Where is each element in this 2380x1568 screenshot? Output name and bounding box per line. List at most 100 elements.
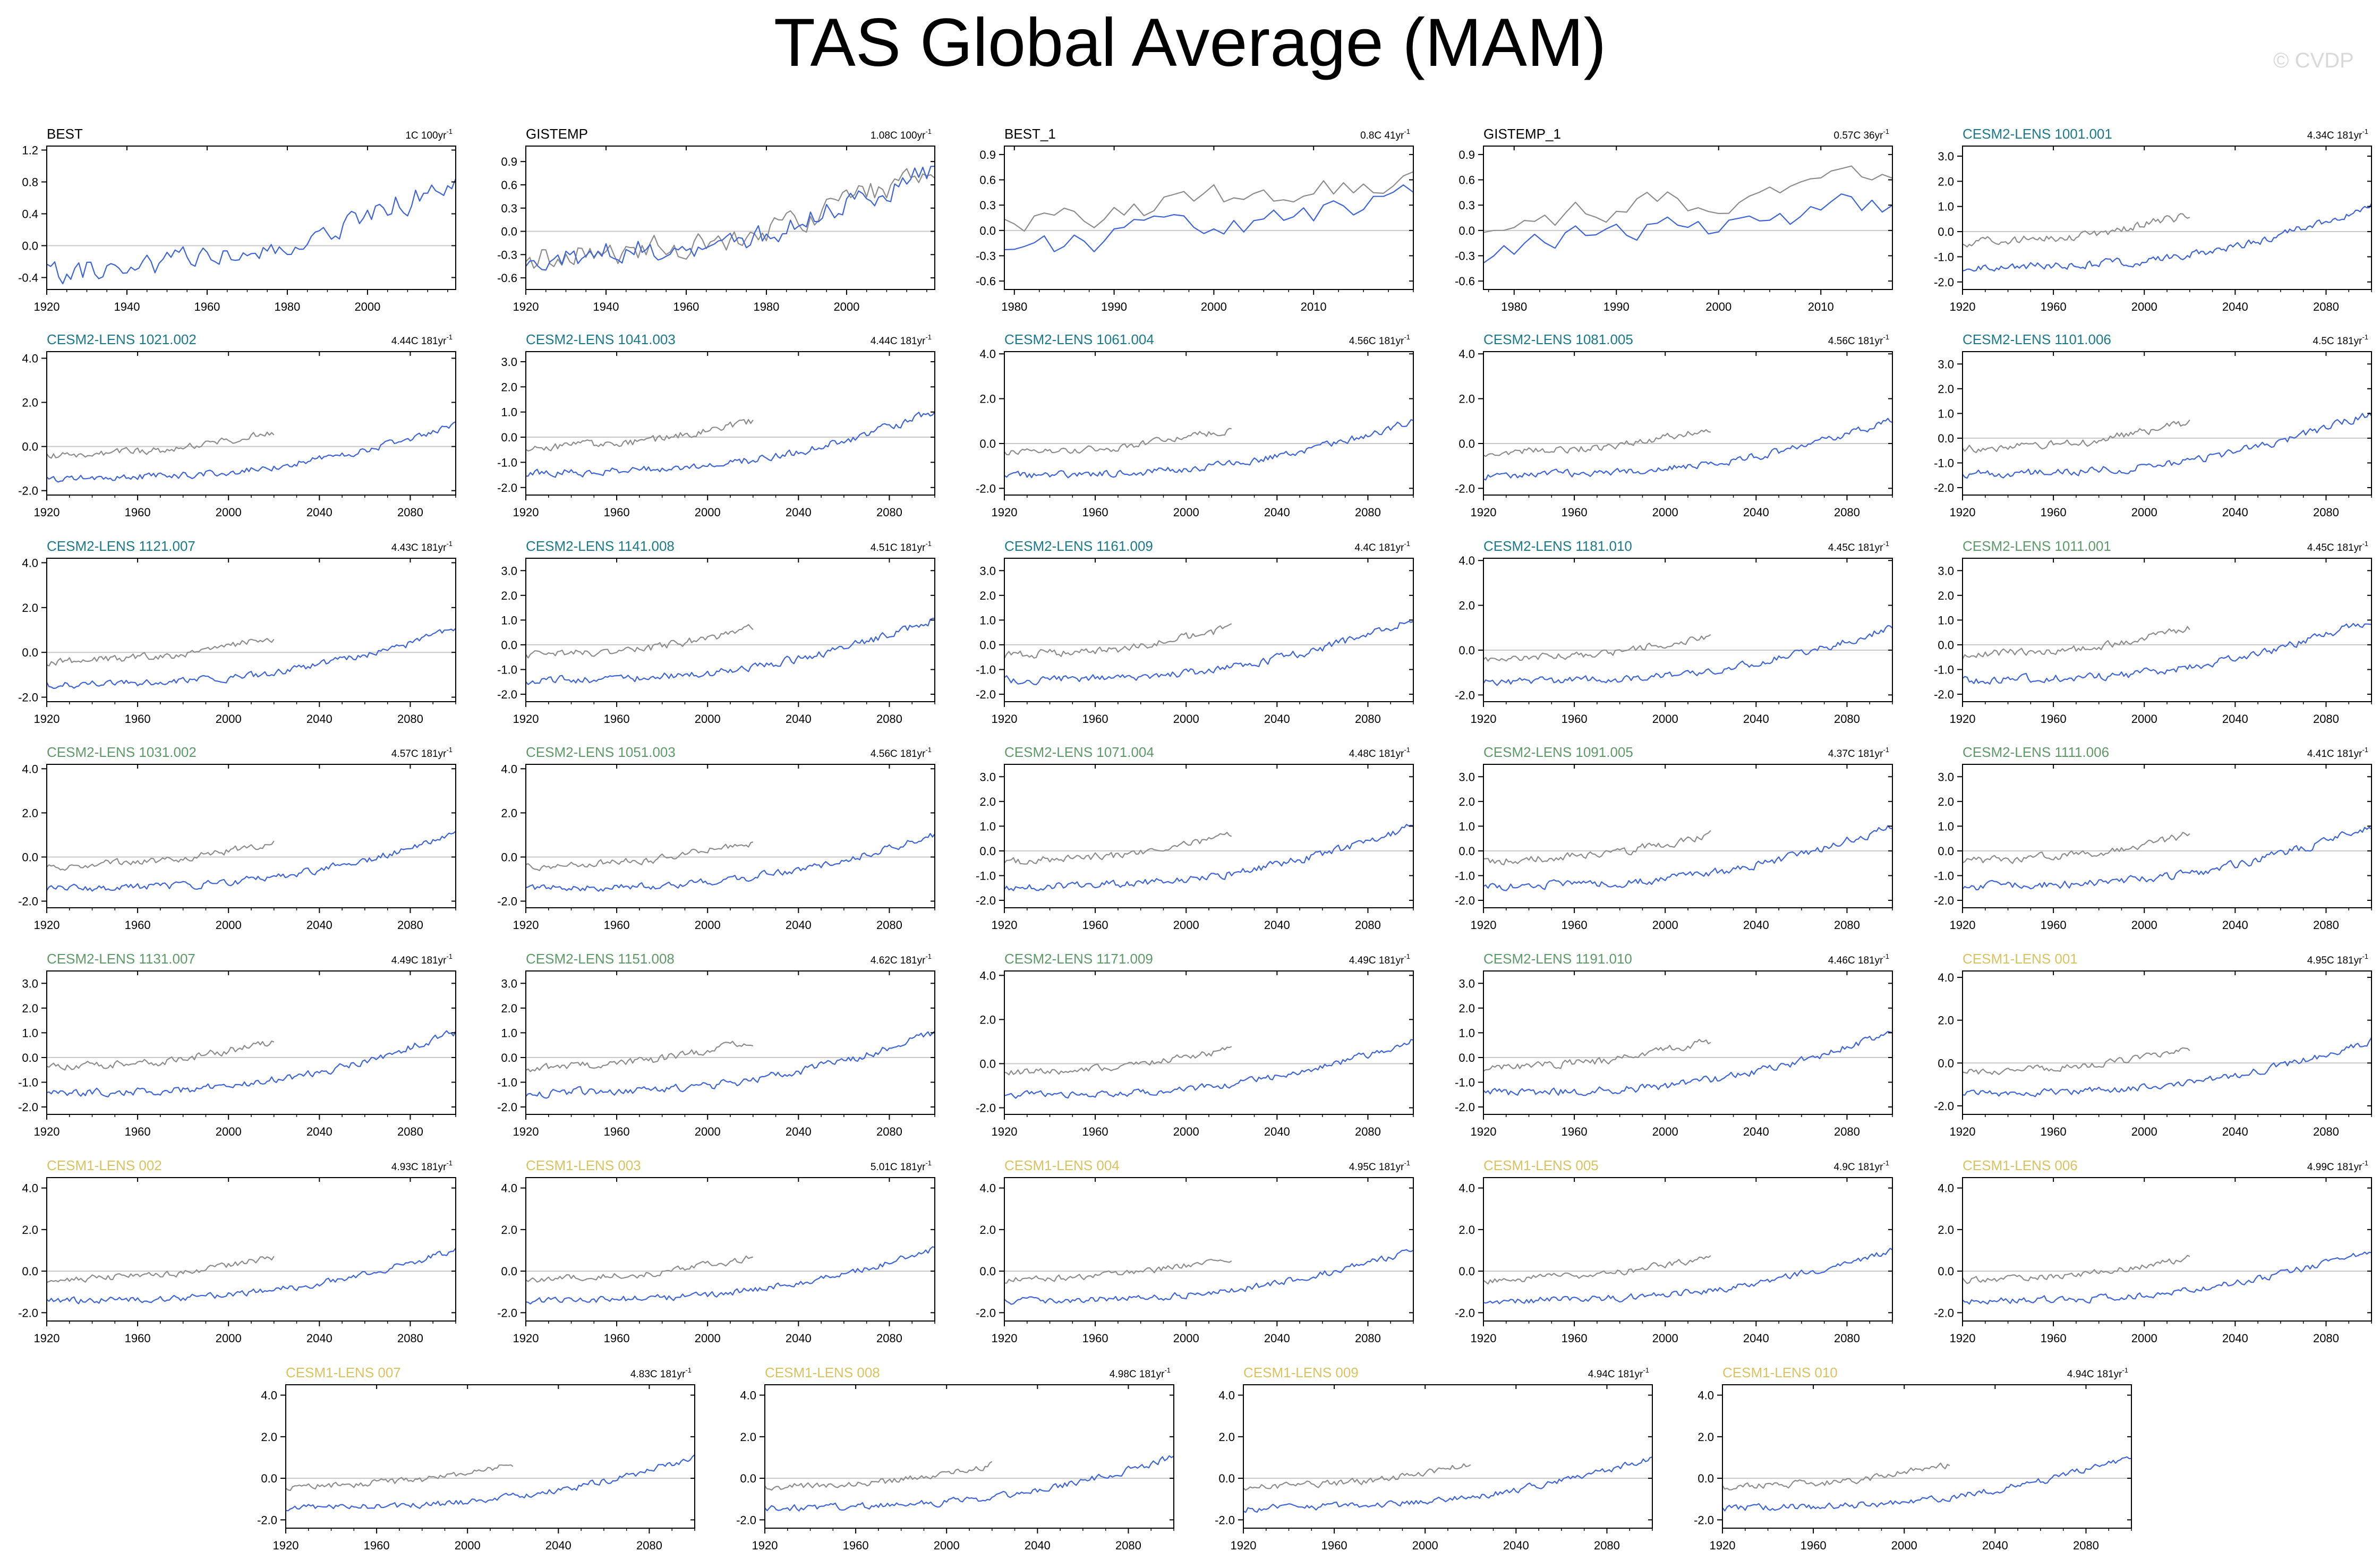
x-tick-label: 1960 <box>2041 300 2067 313</box>
x-tick-label: 1920 <box>34 918 60 932</box>
trend-superscript: -1 <box>446 333 453 341</box>
trend-label: 4.37C 181yr-1 <box>1828 746 1889 760</box>
series-line-overlay <box>1004 623 1232 659</box>
trend-label: 4.4C 181yr-1 <box>1354 540 1410 553</box>
plot-frame <box>1483 1177 1893 1322</box>
x-tick-label: 1920 <box>1471 1125 1497 1138</box>
x-tick-label: 1990 <box>1101 300 1127 313</box>
plot-frame <box>46 351 456 496</box>
trend-superscript: -1 <box>925 952 932 960</box>
y-tick-label: 1.0 <box>501 1026 517 1039</box>
x-tick-label: 2000 <box>1173 506 1199 519</box>
series-line-overlay <box>1483 830 1711 865</box>
y-tick-label: 0.0 <box>1938 638 1954 652</box>
series-line-overlay <box>1004 428 1232 456</box>
series-line-main <box>1004 184 1414 252</box>
x-tick-label: 1980 <box>1001 300 1027 313</box>
series-line-main <box>1483 825 1893 891</box>
series-line-overlay <box>525 841 754 872</box>
y-tick-label: 0.0 <box>979 1057 996 1070</box>
y-tick-label: 1.0 <box>1938 613 1954 627</box>
x-tick-label: 1960 <box>604 918 630 932</box>
x-tick-label: 2080 <box>876 1125 902 1138</box>
series-line-main <box>1962 1037 2372 1097</box>
plot-frame <box>1004 558 1414 702</box>
trend-superscript: -1 <box>1883 540 1889 548</box>
x-tick-label: 1960 <box>604 506 630 519</box>
trend-label: 4.49C 181yr-1 <box>391 952 453 966</box>
y-tick-label: -2.0 <box>18 484 38 498</box>
y-tick-label: 2.0 <box>1938 1223 1954 1237</box>
y-tick-label: -2.0 <box>497 1101 517 1114</box>
x-tick-label: 1920 <box>752 1539 778 1552</box>
x-tick-label: 2010 <box>1301 300 1327 313</box>
plot-frame <box>285 1384 695 1529</box>
series-line-overlay <box>46 431 275 459</box>
x-tick-label: 2040 <box>2222 918 2248 932</box>
y-tick-label: -2.0 <box>1934 276 1954 289</box>
x-tick-label: 2040 <box>2222 1332 2248 1345</box>
x-tick-label: 2040 <box>1264 1125 1290 1138</box>
x-tick-label: 1960 <box>1082 1125 1108 1138</box>
trend-label: 4.43C 181yr-1 <box>391 540 453 553</box>
y-tick-label: -1.0 <box>497 663 517 676</box>
y-tick-label: 2.0 <box>1458 1223 1475 1237</box>
plot-frame <box>1962 558 2372 702</box>
y-tick-label: 4.0 <box>1458 347 1475 361</box>
x-tick-label: 1920 <box>273 1539 299 1552</box>
x-tick-label: 2000 <box>1173 1125 1199 1138</box>
x-tick-label: 2000 <box>455 1539 481 1552</box>
series-line-main <box>1722 1456 2132 1512</box>
series-line-main <box>1483 1248 1893 1305</box>
x-tick-label: 1960 <box>125 918 151 932</box>
y-tick-label: 2.0 <box>1938 382 1954 396</box>
chart-panel: CESM2-LENS 1141.008 4.51C 181yr-1 -2.0 -1.0… <box>497 538 935 726</box>
y-tick-label: 2.0 <box>1458 795 1475 808</box>
series-line-main <box>1962 1251 2372 1305</box>
panel-title: CESM1-LENS 003 <box>526 1157 641 1173</box>
x-tick-label: 2000 <box>695 712 721 726</box>
chart-panel: CESM1-LENS 007 4.83C 181yr-1 -2.0 0.0 2.0 4.0… <box>257 1365 695 1552</box>
y-tick-label: -2.0 <box>1934 894 1954 907</box>
panel-title: CESM1-LENS 006 <box>1963 1157 2078 1173</box>
series-line-main <box>285 1454 695 1512</box>
y-tick-label: 0.0 <box>22 646 38 659</box>
x-tick-label: 2010 <box>1808 300 1834 313</box>
x-tick-label: 2000 <box>2131 300 2157 313</box>
x-tick-label: 1960 <box>2041 1125 2067 1138</box>
trend-label: 4.46C 181yr-1 <box>1828 952 1889 966</box>
trend-superscript: -1 <box>925 540 932 548</box>
y-tick-label: 0.0 <box>22 240 38 253</box>
trend-superscript: -1 <box>925 1159 932 1167</box>
y-tick-label: 2.0 <box>22 806 38 820</box>
y-tick-label: 0.0 <box>1938 1056 1954 1070</box>
chart-panel: CESM2-LENS 1151.008 4.62C 181yr-1 -2.0 -1.0… <box>497 951 935 1138</box>
series-line-overlay <box>1004 171 1414 232</box>
trend-label: 4.49C 181yr-1 <box>1349 952 1410 966</box>
chart-panel: CESM2-LENS 1031.002 4.57C 181yr-1 -2.0 0.0 2… <box>18 744 456 932</box>
y-tick-label: 3.0 <box>22 977 38 990</box>
x-tick-label: 1920 <box>34 1125 60 1138</box>
y-tick-label: 2.0 <box>1458 393 1475 406</box>
y-tick-label: -2.0 <box>976 482 996 495</box>
y-tick-label: 2.0 <box>1938 589 1954 602</box>
series-line-overlay <box>1962 832 2190 864</box>
y-tick-label: 0.6 <box>979 174 996 187</box>
y-tick-label: 4.0 <box>979 1182 996 1195</box>
copyright-watermark: © CVDP <box>2273 49 2354 72</box>
y-tick-label: -1.0 <box>497 456 517 469</box>
y-tick-label: -1.0 <box>1934 456 1954 470</box>
x-tick-label: 1960 <box>1562 918 1588 932</box>
trend-superscript: -1 <box>1404 1159 1410 1167</box>
x-tick-label: 2080 <box>876 506 902 519</box>
y-tick-label: -1.0 <box>1455 869 1475 882</box>
trend-label: 4.98C 181yr-1 <box>1110 1366 1171 1380</box>
x-tick-label: 1920 <box>1950 1332 1976 1345</box>
x-tick-label: 2000 <box>216 506 242 519</box>
y-tick-label: 2.0 <box>501 1002 517 1015</box>
x-tick-label: 1920 <box>1950 1125 1976 1138</box>
y-tick-label: 0.0 <box>1938 225 1954 238</box>
x-tick-label: 2040 <box>1503 1539 1529 1552</box>
y-tick-label: 1.2 <box>22 144 38 157</box>
chart-panel: CESM1-LENS 010 4.94C 181yr-1 -2.0 0.0 2.0 4.0… <box>1694 1365 2132 1552</box>
